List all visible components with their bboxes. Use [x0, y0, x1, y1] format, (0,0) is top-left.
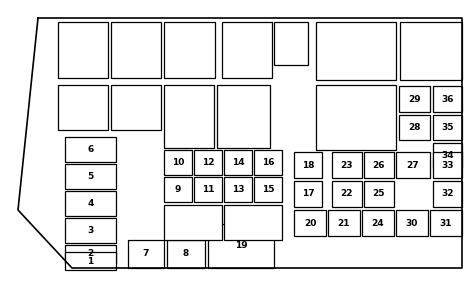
Text: 17: 17: [301, 190, 314, 199]
Bar: [111, 85, 161, 130]
Bar: [400, 22, 462, 80]
Bar: [316, 85, 396, 150]
Bar: [294, 152, 322, 178]
Bar: [316, 22, 396, 80]
Text: 24: 24: [372, 219, 384, 228]
Text: 13: 13: [232, 185, 244, 194]
Bar: [65, 245, 116, 263]
Bar: [364, 152, 394, 178]
Bar: [254, 177, 282, 202]
Text: 16: 16: [262, 158, 274, 167]
Bar: [224, 177, 252, 202]
Bar: [58, 22, 108, 78]
Text: 28: 28: [408, 123, 421, 132]
Text: 29: 29: [408, 94, 421, 103]
Text: 8: 8: [183, 250, 189, 259]
Text: 12: 12: [202, 158, 214, 167]
Text: 7: 7: [143, 250, 149, 259]
Text: 23: 23: [341, 160, 353, 169]
Bar: [294, 181, 322, 207]
Bar: [65, 218, 116, 243]
Bar: [224, 205, 282, 240]
Bar: [430, 210, 462, 236]
Text: 1: 1: [87, 257, 94, 265]
Bar: [396, 210, 428, 236]
Bar: [433, 86, 462, 112]
Text: 19: 19: [235, 241, 247, 250]
Text: 25: 25: [373, 190, 385, 199]
Text: 22: 22: [341, 190, 353, 199]
Bar: [328, 210, 360, 236]
Text: 6: 6: [87, 145, 94, 154]
Text: 34: 34: [441, 151, 454, 160]
Text: 4: 4: [87, 199, 94, 208]
Bar: [364, 181, 394, 207]
Bar: [362, 210, 394, 236]
Bar: [399, 86, 430, 112]
Text: 33: 33: [441, 160, 454, 169]
Bar: [433, 143, 462, 168]
Bar: [164, 205, 222, 240]
Text: 20: 20: [304, 219, 316, 228]
Bar: [254, 150, 282, 175]
Text: 21: 21: [338, 219, 350, 228]
Bar: [433, 181, 462, 207]
Bar: [224, 150, 252, 175]
Text: 2: 2: [87, 250, 94, 259]
Text: 36: 36: [441, 94, 454, 103]
Bar: [164, 177, 192, 202]
Text: 11: 11: [202, 185, 214, 194]
Bar: [167, 240, 205, 268]
Bar: [164, 150, 192, 175]
Bar: [208, 224, 274, 268]
Text: 35: 35: [441, 123, 454, 132]
Bar: [396, 152, 430, 178]
Bar: [274, 22, 308, 65]
Bar: [217, 85, 270, 148]
Bar: [194, 150, 222, 175]
Bar: [194, 177, 222, 202]
Bar: [433, 115, 462, 140]
Text: 9: 9: [175, 185, 181, 194]
Text: 14: 14: [232, 158, 244, 167]
Text: 5: 5: [87, 172, 94, 181]
Bar: [65, 164, 116, 189]
Bar: [65, 191, 116, 216]
Bar: [433, 152, 462, 178]
Text: 3: 3: [87, 226, 94, 235]
Bar: [164, 85, 214, 148]
Text: 15: 15: [262, 185, 274, 194]
Bar: [164, 22, 215, 78]
Text: 31: 31: [440, 219, 452, 228]
Bar: [65, 137, 116, 162]
Text: 26: 26: [373, 160, 385, 169]
Bar: [332, 181, 362, 207]
Bar: [111, 22, 161, 78]
Text: 10: 10: [172, 158, 184, 167]
Text: 27: 27: [407, 160, 419, 169]
Text: 30: 30: [406, 219, 418, 228]
Bar: [399, 115, 430, 140]
Bar: [294, 210, 326, 236]
Bar: [332, 152, 362, 178]
Bar: [128, 240, 164, 268]
Bar: [222, 22, 272, 78]
Text: 18: 18: [302, 160, 314, 169]
Bar: [58, 85, 108, 130]
Bar: [65, 252, 116, 270]
Text: 32: 32: [441, 190, 454, 199]
